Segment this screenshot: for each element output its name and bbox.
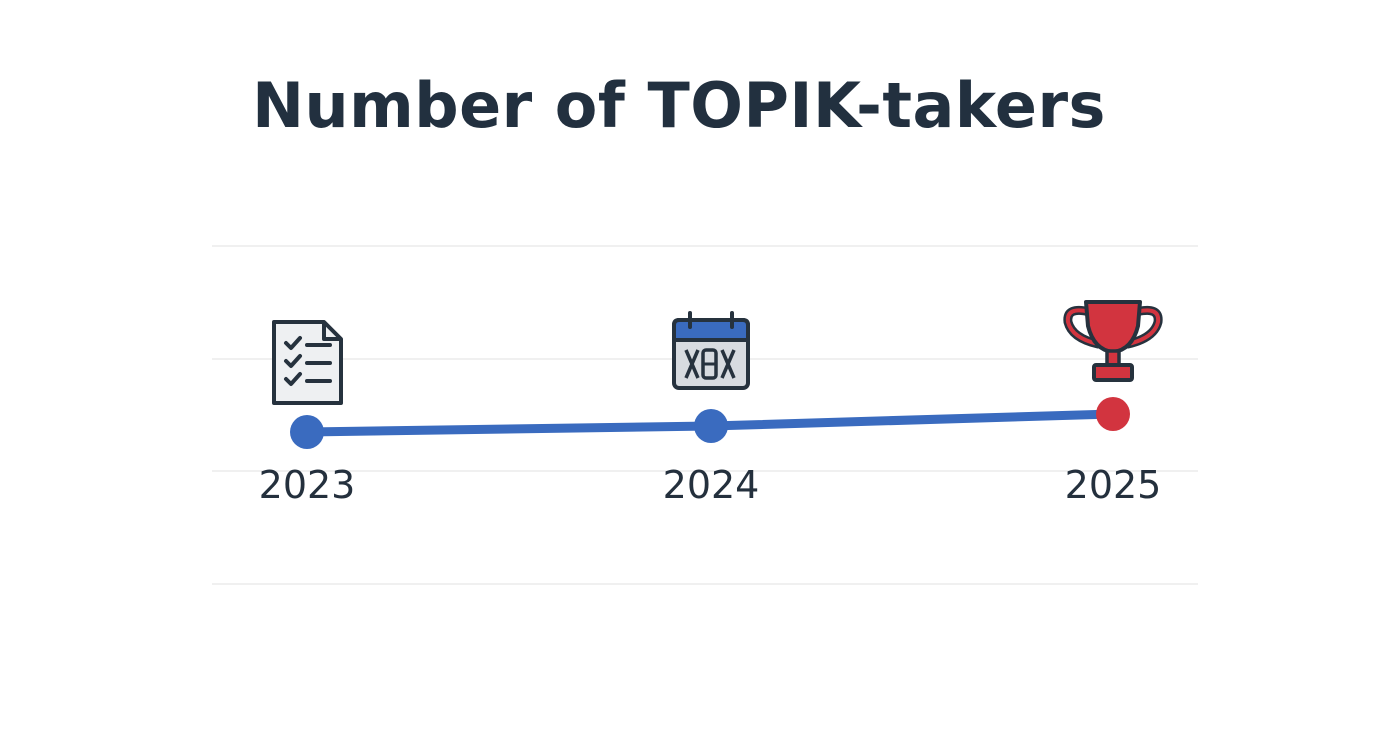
data-point-2023 [290,415,324,449]
x-tick-label: 2023 [259,463,356,507]
chart-title: Number of TOPIK-takers [252,69,1106,142]
x-tick-label: 2024 [663,463,760,507]
points-layer [290,397,1130,449]
trophy-icon [1063,300,1163,382]
checklist-icon [272,320,343,405]
data-point-2024 [694,409,728,443]
calendar-icon [672,311,750,390]
data-point-2025 [1096,397,1130,431]
x-tick-label: 2025 [1065,463,1162,507]
tick-labels: 2023 2024 2025 [259,463,1162,507]
